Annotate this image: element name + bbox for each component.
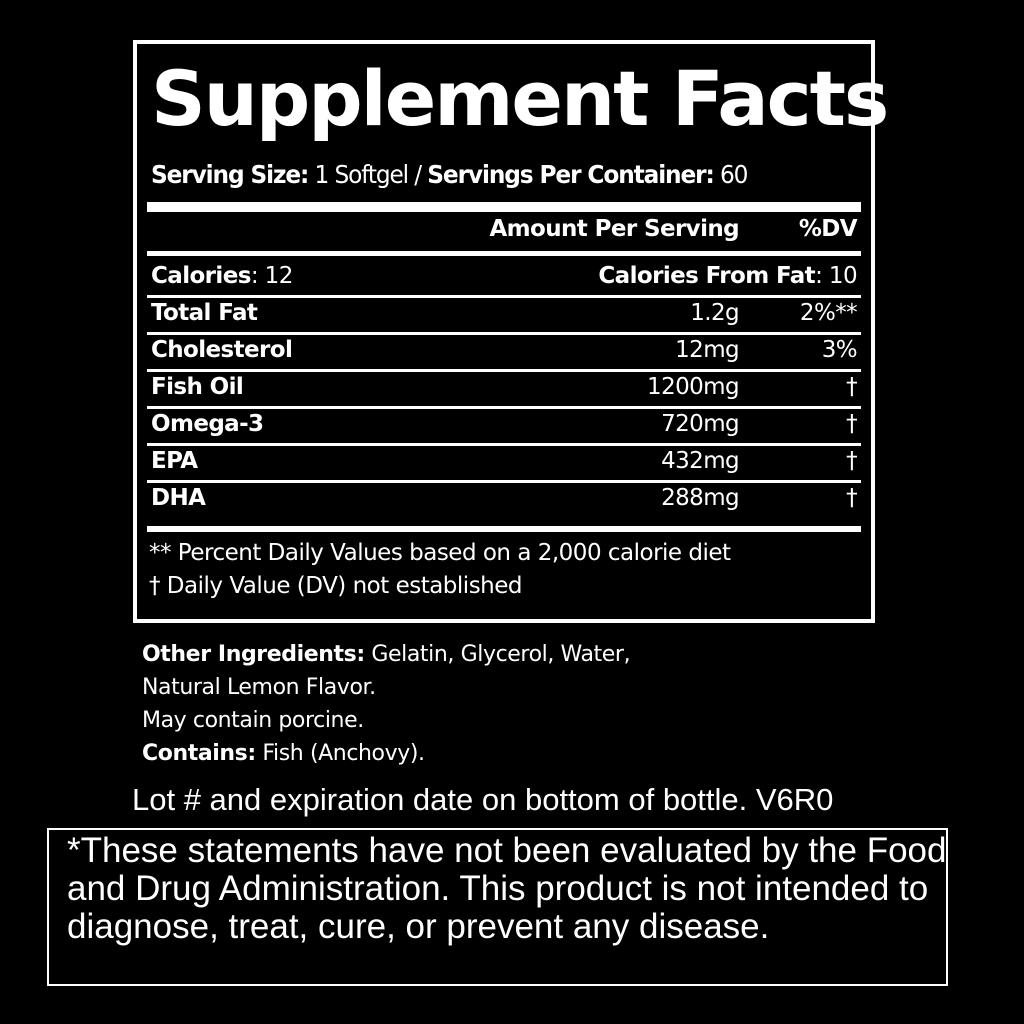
servings-per-container-value: 60 <box>713 160 748 189</box>
header-row: Amount Per Serving %DV <box>151 216 857 250</box>
allergen-contains: Contains: Fish (Anchovy). <box>142 741 425 766</box>
supplement-facts-panel: Supplement Facts Serving Size: 1 Softgel… <box>133 40 889 623</box>
nutrient-amount: 1.2g <box>690 300 739 326</box>
panel-title: Supplement Facts <box>151 54 889 143</box>
nutrient-row: Cholesterol 12mg 3% <box>151 337 858 371</box>
lot-notice: Lot # and expiration date on bottom of b… <box>132 782 834 817</box>
row-divider <box>147 443 861 446</box>
nutrient-dv: 2%** <box>799 300 858 326</box>
nutrient-amount: 288mg <box>661 485 740 511</box>
nutrient-row: DHA 288mg † <box>151 485 858 519</box>
footnote-dv: ** Percent Daily Values based on a 2,000… <box>149 540 731 566</box>
nutrient-name: EPA <box>151 448 198 474</box>
footnote-dagger: † Daily Value (DV) not established <box>149 573 523 599</box>
porcine-notice: May contain porcine. <box>142 708 364 733</box>
nutrient-row: Total Fat 1.2g 2%** <box>151 300 858 334</box>
other-ingredients-line2: Natural Lemon Flavor. <box>142 675 376 700</box>
other-ingredients: Other Ingredients: Gelatin, Glycerol, Wa… <box>142 642 631 667</box>
nutrient-dv: † <box>846 485 858 511</box>
serving-size-label: Serving Size: <box>151 160 309 189</box>
divider <box>147 251 861 256</box>
fda-disclaimer: *These statements have not been evaluate… <box>67 831 947 946</box>
nutrient-amount: 720mg <box>661 411 740 437</box>
amount-header: Amount Per Serving <box>489 216 739 242</box>
dv-header: %DV <box>798 216 858 242</box>
nutrient-dv: † <box>846 448 858 474</box>
nutrient-amount: 12mg <box>675 337 739 363</box>
nutrient-dv: † <box>846 411 858 437</box>
nutrient-name: Total Fat <box>151 300 258 326</box>
serving-size-value: 1 Softgel / <box>308 160 428 189</box>
thick-divider <box>147 202 861 212</box>
nutrient-name: DHA <box>151 485 206 511</box>
row-divider <box>147 480 861 483</box>
calories-from-fat: Calories From Fat: 10 <box>598 263 857 289</box>
thick-divider-bottom <box>147 526 861 532</box>
calories-label: Calories: 12 <box>151 263 293 289</box>
nutrient-row: Omega-3 720mg † <box>151 411 858 445</box>
row-divider <box>147 406 861 409</box>
nutrient-dv: 3% <box>821 337 858 363</box>
fda-disclaimer-box: *These statements have not been evaluate… <box>47 828 948 986</box>
nutrient-row: Fish Oil 1200mg † <box>151 374 858 408</box>
nutrient-amount: 432mg <box>661 448 740 474</box>
row-divider <box>147 332 861 335</box>
serving-info: Serving Size: 1 Softgel / Servings Per C… <box>151 160 748 189</box>
nutrient-row: EPA 432mg † <box>151 448 858 482</box>
nutrient-name: Omega-3 <box>151 411 264 437</box>
nutrient-name: Fish Oil <box>151 374 244 400</box>
nutrient-amount: 1200mg <box>647 374 740 400</box>
nutrient-name: Cholesterol <box>151 337 293 363</box>
row-divider <box>147 295 861 298</box>
servings-per-container-label: Servings Per Container: <box>427 160 714 189</box>
nutrient-dv: † <box>846 374 858 400</box>
row-divider <box>147 369 861 372</box>
calories-row: Calories: 12 Calories From Fat: 10 <box>151 263 858 297</box>
